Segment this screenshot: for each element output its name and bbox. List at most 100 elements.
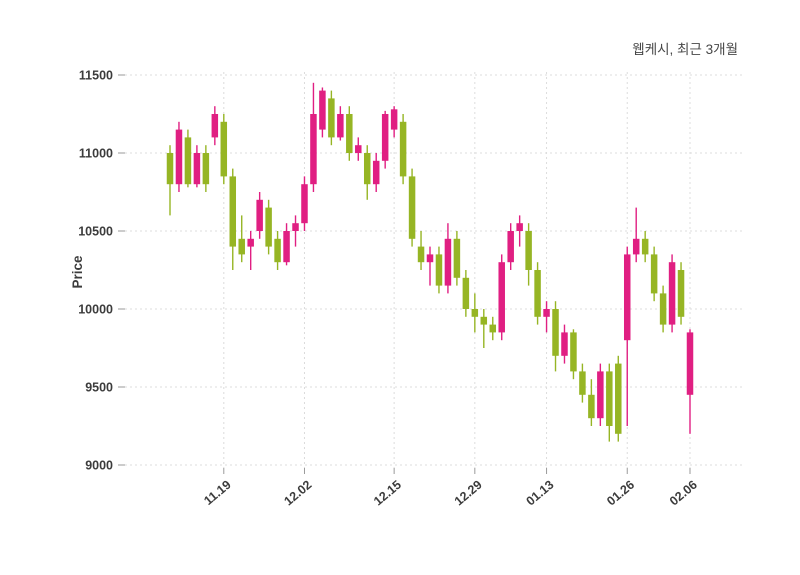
candle bbox=[606, 363, 613, 442]
candle bbox=[623, 246, 631, 426]
x-tick-label: 02.06 bbox=[667, 478, 700, 509]
candle bbox=[292, 215, 299, 247]
candle bbox=[283, 223, 290, 266]
candle bbox=[677, 262, 685, 325]
candle-body bbox=[650, 254, 658, 294]
candle-body bbox=[471, 309, 479, 317]
candle bbox=[579, 363, 586, 403]
candle-body bbox=[229, 176, 237, 247]
y-tick-label: 10000 bbox=[78, 303, 113, 317]
candle bbox=[381, 110, 389, 169]
candle bbox=[641, 231, 649, 263]
candle-body bbox=[632, 238, 640, 255]
candle bbox=[202, 145, 210, 192]
candle-body bbox=[256, 199, 263, 231]
candle-body bbox=[381, 114, 389, 161]
candle-body bbox=[184, 137, 192, 185]
x-tick-label: 01.26 bbox=[604, 478, 637, 509]
candle bbox=[525, 223, 532, 286]
candle-body bbox=[328, 98, 335, 138]
x-tick-label: 01.13 bbox=[524, 478, 557, 509]
candle-body bbox=[453, 238, 461, 278]
candle bbox=[328, 90, 335, 146]
candle bbox=[319, 87, 326, 138]
candle-body bbox=[641, 238, 649, 255]
candle bbox=[570, 329, 577, 380]
candle bbox=[686, 329, 694, 434]
candle-body bbox=[677, 270, 685, 317]
candle bbox=[399, 114, 407, 185]
candle-body bbox=[265, 207, 272, 247]
candle bbox=[426, 246, 434, 286]
candle bbox=[435, 246, 443, 294]
candle-body bbox=[516, 223, 523, 231]
candle bbox=[650, 246, 658, 302]
candle-body bbox=[552, 309, 559, 356]
y-tick-label: 11000 bbox=[79, 147, 113, 161]
candle-body bbox=[346, 114, 353, 153]
candle-body bbox=[498, 262, 505, 333]
candle-body bbox=[623, 254, 631, 341]
candle-body bbox=[435, 254, 443, 286]
candle-body bbox=[426, 254, 434, 263]
x-tick-label: 12.02 bbox=[281, 478, 314, 509]
axes: 9000 9500 10000 10500 11000 11500 11.19 12.02 12… bbox=[78, 69, 700, 509]
candle-body bbox=[525, 231, 532, 270]
candle-body bbox=[606, 371, 613, 426]
x-tick-label: 11.19 bbox=[201, 478, 233, 508]
y-tick-label: 10500 bbox=[78, 225, 113, 239]
candle bbox=[417, 231, 425, 270]
y-tick-label: 9000 bbox=[85, 459, 113, 473]
candle-body bbox=[399, 121, 407, 177]
candle bbox=[265, 199, 272, 255]
candle bbox=[247, 231, 254, 270]
candle bbox=[229, 168, 237, 270]
candle bbox=[408, 168, 416, 247]
y-axis-title: Price bbox=[70, 255, 85, 289]
candle-body bbox=[480, 316, 488, 325]
candle-body bbox=[444, 238, 452, 286]
candle bbox=[444, 223, 452, 294]
candle-body bbox=[417, 246, 425, 263]
candle-body bbox=[193, 153, 201, 185]
candle bbox=[561, 324, 568, 364]
candle bbox=[489, 316, 497, 341]
candle-body bbox=[489, 324, 497, 333]
candle-body bbox=[274, 238, 281, 263]
candle bbox=[220, 114, 228, 185]
candle-body bbox=[372, 160, 380, 185]
candle-body bbox=[202, 153, 210, 185]
candle-body bbox=[390, 109, 398, 130]
y-tick-label: 11500 bbox=[79, 69, 113, 83]
y-tick-label: 9500 bbox=[85, 381, 113, 395]
candle-body bbox=[355, 145, 362, 153]
candle bbox=[462, 270, 470, 317]
candle bbox=[238, 215, 245, 263]
candle bbox=[498, 254, 505, 341]
candle bbox=[346, 106, 353, 161]
candle-body bbox=[659, 293, 667, 325]
x-tick-label: 12.29 bbox=[452, 478, 485, 509]
candle-body bbox=[543, 309, 550, 317]
candle-body bbox=[301, 184, 308, 224]
candle-body bbox=[507, 231, 514, 263]
candle-body bbox=[292, 223, 299, 231]
candle-body bbox=[686, 332, 694, 395]
candle-body bbox=[310, 114, 317, 185]
candle bbox=[274, 231, 281, 270]
candle bbox=[659, 285, 667, 333]
candle-body bbox=[668, 262, 676, 325]
candle bbox=[597, 363, 604, 426]
candle-body bbox=[534, 270, 541, 317]
candle-body bbox=[588, 394, 595, 419]
candle-body bbox=[561, 332, 568, 356]
candle bbox=[166, 145, 174, 216]
candle-body bbox=[175, 129, 183, 185]
candle bbox=[453, 231, 461, 286]
x-tick-label: 12.15 bbox=[371, 478, 404, 509]
candle bbox=[615, 355, 622, 442]
candle bbox=[310, 82, 317, 192]
candle bbox=[552, 301, 559, 372]
candle bbox=[390, 106, 398, 138]
